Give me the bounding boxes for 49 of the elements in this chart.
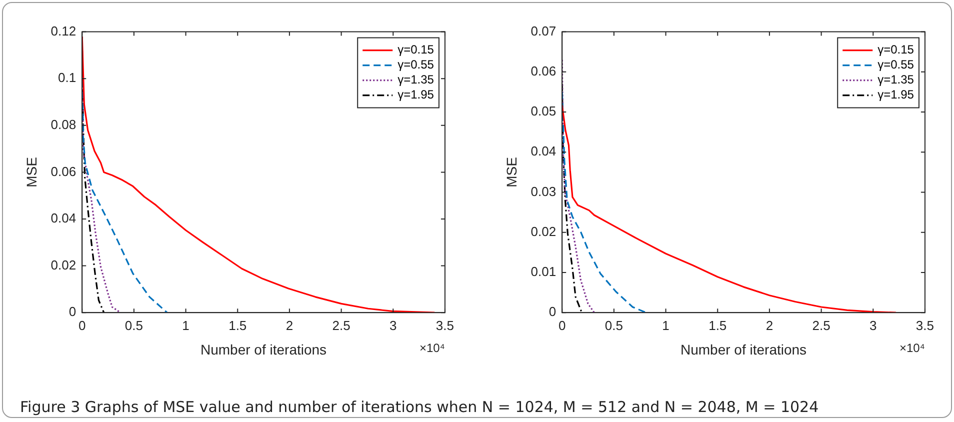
x-tick-label: 3.5 bbox=[916, 318, 934, 333]
line-series bbox=[562, 91, 647, 313]
x-tick-label: 3 bbox=[390, 318, 397, 333]
y-tick-label: 0.12 bbox=[50, 23, 76, 38]
y-tick-label: 0 bbox=[68, 304, 76, 320]
y-axis-title: MSE bbox=[23, 157, 40, 188]
x-tick-label: 0.5 bbox=[604, 318, 623, 333]
y-tick-label: 0.1 bbox=[58, 70, 76, 86]
y-axis-title: MSE bbox=[503, 157, 520, 188]
y-tick-label: 0.04 bbox=[530, 144, 556, 159]
x-tick-label: 2.5 bbox=[812, 318, 830, 333]
x-tick-label: 0 bbox=[558, 318, 566, 333]
line-series bbox=[562, 59, 596, 313]
text: ×10⁴ bbox=[899, 340, 925, 355]
y-tick-label: 0.04 bbox=[50, 210, 76, 226]
legend-label: γ=0.55 bbox=[878, 58, 914, 72]
y-tick-label: 0.02 bbox=[50, 257, 76, 272]
y-tick-label: 0 bbox=[548, 304, 556, 320]
legend-label: γ=1.35 bbox=[398, 72, 434, 87]
legend-label: γ=1.35 bbox=[878, 72, 914, 87]
x-axis-title: Number of iterations bbox=[680, 341, 807, 358]
caption: Figure 3 Graphs of MSE value and number of iterations when N = 1024, M = 512 and N = 2048, M = 1024 bbox=[20, 398, 819, 416]
line-series bbox=[562, 83, 583, 313]
y-tick-label: 0.07 bbox=[530, 23, 556, 38]
x-tick-label: 3.5 bbox=[436, 318, 454, 333]
x-tick-label: 3 bbox=[870, 318, 877, 333]
y-tick-label: 0.03 bbox=[530, 184, 556, 199]
y-tick-label: 0.01 bbox=[530, 264, 556, 280]
x-axis-title: Number of iterations bbox=[200, 341, 327, 358]
x-tick-label: 2 bbox=[286, 318, 294, 333]
x-tick-label: 0.5 bbox=[124, 318, 143, 333]
y-tick-label: 0.06 bbox=[50, 164, 76, 179]
y-tick-label: 0.08 bbox=[50, 116, 76, 132]
legend-label: γ=0.55 bbox=[398, 58, 434, 72]
y-tick-label: 0.06 bbox=[530, 63, 556, 78]
x-tick-label: 0 bbox=[78, 318, 86, 333]
legend-label: γ=1.95 bbox=[398, 88, 434, 102]
y-tick-label: 0.05 bbox=[530, 104, 556, 119]
x-tick-label: 1 bbox=[662, 318, 670, 333]
legend-label: γ=0.15 bbox=[878, 42, 914, 57]
x-tick-label: 2.5 bbox=[332, 318, 350, 333]
legend-label: γ=0.15 bbox=[398, 42, 434, 57]
legend-label: γ=1.95 bbox=[878, 88, 914, 102]
x-tick-label: 2 bbox=[766, 318, 774, 333]
x-tick-label: 1 bbox=[182, 318, 190, 333]
text: ×10⁴ bbox=[419, 340, 445, 355]
x-tick-label: 1.5 bbox=[228, 318, 247, 333]
x-tick-label: 1.5 bbox=[708, 318, 727, 333]
y-tick-label: 0.02 bbox=[530, 224, 556, 239]
